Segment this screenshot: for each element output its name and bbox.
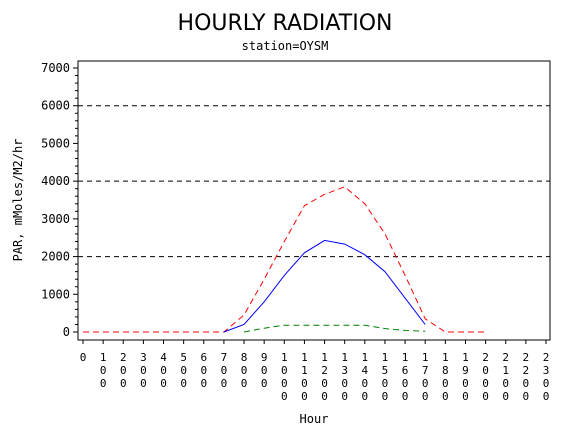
reference-lines <box>78 105 550 258</box>
series-line <box>83 186 486 333</box>
plot-frame <box>77 60 551 341</box>
y-tick-label: 1000 <box>41 287 70 301</box>
x-tick-label: 0 <box>80 351 87 364</box>
y-tick-label: 4000 <box>41 174 70 188</box>
series-line <box>223 239 426 333</box>
y-tick-label: 0 <box>63 325 70 339</box>
y-tick-label: 3000 <box>41 212 70 226</box>
y-tick-label: 5000 <box>41 136 70 150</box>
y-axis-label: PAR, mMoles/M2/hr <box>11 139 25 262</box>
y-axis: 0 1000 2000 3000 4000 5000 6000 7000 <box>41 61 78 339</box>
y-tick-label: 2000 <box>41 250 70 264</box>
x-axis-label: Hour <box>300 412 329 426</box>
y-tick-label: 6000 <box>41 99 70 113</box>
chart-title: HOURLY RADIATION <box>178 11 393 36</box>
y-tick-label: 7000 <box>41 61 70 75</box>
series-layer <box>83 186 486 333</box>
x-axis: 0 1 0 0 2 0 0 3 0 0 4 0 0 5 0 0 6 0 0 7 0 0 8 0 0 9 0 0 1 0 0 0 1 1 0 0 1 2 0 0… <box>80 340 550 403</box>
series-line <box>243 324 426 333</box>
chart-subtitle: station=OYSM <box>242 39 329 53</box>
